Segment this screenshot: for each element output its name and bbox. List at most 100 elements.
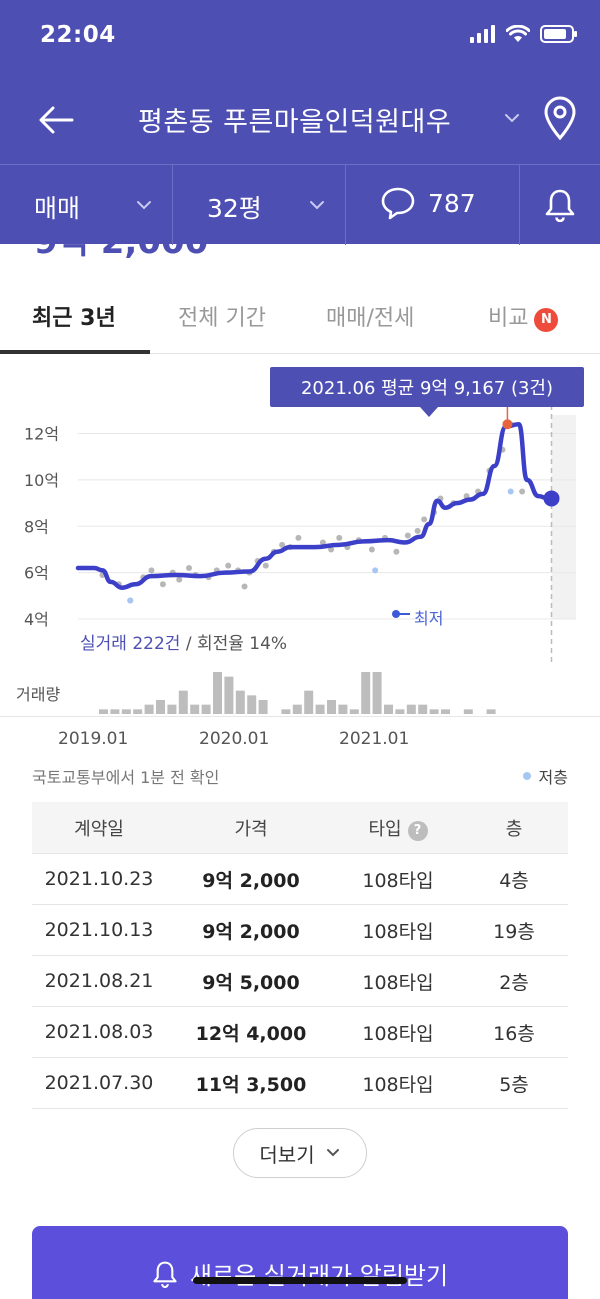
status-icons xyxy=(470,24,578,44)
volume-bar xyxy=(327,700,336,714)
row-floor: 5층 xyxy=(499,1073,529,1096)
price-tooltip: 2021.06 평균 9억 9,167 (3건) xyxy=(270,367,584,417)
volume-bar xyxy=(281,709,291,714)
back-button[interactable] xyxy=(34,98,78,142)
future-region xyxy=(551,415,576,619)
low-floor-point xyxy=(127,597,134,604)
tab-compare[interactable]: 비교 N xyxy=(488,300,559,332)
table-row[interactable]: 2021.08.03 12억 4,000 108타입 16층 xyxy=(32,1007,568,1058)
nav-bar: 평촌동 푸른마을인덕원대우 xyxy=(0,76,600,164)
table-row[interactable]: 2021.07.30 11억 3,500 108타입 5층 xyxy=(32,1058,568,1109)
y-tick-label: 6억 xyxy=(24,564,49,583)
volume-bar xyxy=(178,690,188,714)
trade-count[interactable]: 실거래 222건 xyxy=(80,634,181,654)
volume-label: 거래량 xyxy=(16,685,61,704)
row-price: 11억 3,500 xyxy=(195,1073,307,1096)
volume-bar xyxy=(349,709,359,714)
trade-point xyxy=(225,562,232,569)
trade-point xyxy=(368,546,375,553)
low-floor-legend-label: 저층 xyxy=(538,768,568,787)
x-tick-2020: 2020.01 xyxy=(199,729,270,749)
chevron-down-icon xyxy=(326,1149,339,1157)
peak-point xyxy=(502,419,513,430)
signal-icon xyxy=(470,25,495,43)
row-floor: 19층 xyxy=(493,920,535,943)
volume-bar xyxy=(486,709,496,714)
deal-type-select[interactable]: 매매 xyxy=(0,165,173,245)
trade-point xyxy=(176,576,183,583)
app-header: 22:04 평촌동 푸른마을 xyxy=(0,0,600,245)
table-row[interactable]: 2021.08.21 9억 5,000 108타입 2층 xyxy=(32,956,568,1007)
location-pin-icon[interactable] xyxy=(540,96,580,140)
row-price: 9억 2,000 xyxy=(202,869,300,892)
tooltip-text: 2021.06 평균 9억 9,167 (3건) xyxy=(300,378,554,399)
volume-bar xyxy=(361,672,371,714)
volume-bar xyxy=(99,709,108,714)
table-row[interactable]: 2021.10.13 9억 2,000 108타입 19층 xyxy=(32,905,568,956)
more-button[interactable]: 더보기 xyxy=(233,1128,367,1178)
tab-all-period[interactable]: 전체 기간 xyxy=(178,306,266,331)
volume-bar xyxy=(258,700,268,714)
row-date: 2021.07.30 xyxy=(44,1072,154,1094)
bell-icon xyxy=(153,1261,177,1288)
tooltip-arrow xyxy=(420,407,438,417)
chevron-down-icon[interactable] xyxy=(500,106,524,130)
chevron-down-icon xyxy=(310,201,324,210)
volume-bar xyxy=(372,672,382,714)
comments-button[interactable]: 787 xyxy=(346,165,520,245)
x-tick-2019: 2019.01 xyxy=(58,729,129,749)
tab-recent-3-years[interactable]: 최근 3년 xyxy=(32,306,116,331)
tab-sale-jeonse[interactable]: 매매/전세 xyxy=(326,306,415,331)
volume-bar xyxy=(167,704,177,714)
trade-point xyxy=(241,583,248,590)
volume-bar xyxy=(133,709,143,714)
y-tick-label: 8억 xyxy=(24,517,49,536)
header-date: 계약일 xyxy=(74,818,124,840)
new-badge: N xyxy=(534,308,559,332)
trade-alert-button[interactable]: 새로운 실거래가 알림받기 xyxy=(32,1226,568,1299)
status-time: 22:04 xyxy=(40,22,116,48)
period-tabs: 최근 3년 전체 기간 매매/전세 비교 N xyxy=(0,284,600,354)
wifi-icon xyxy=(506,25,530,42)
volume-bar xyxy=(235,690,245,714)
volume-bar xyxy=(463,709,473,714)
trade-point xyxy=(319,539,326,546)
deal-type-label: 매매 xyxy=(34,194,81,223)
trade-point xyxy=(414,527,421,534)
trade-point xyxy=(328,546,335,553)
volume-bar xyxy=(429,709,439,714)
complex-title[interactable]: 평촌동 푸른마을인덕원대우 xyxy=(138,107,452,138)
price-chart[interactable]: 12억 10억 8억 6억 4억 2021.06 평균 9억 9,167 (3건) 최저… xyxy=(0,355,600,715)
trade-point xyxy=(262,562,269,569)
table-header: 계약일 가격 타입? 층 xyxy=(32,802,568,854)
row-price: 9억 5,000 xyxy=(202,971,300,994)
trade-point xyxy=(186,565,193,571)
help-icon[interactable]: ? xyxy=(407,820,428,841)
y-tick-label: 12억 xyxy=(24,425,59,444)
notification-button[interactable] xyxy=(520,165,600,245)
home-indicator xyxy=(193,1277,407,1284)
row-floor: 4층 xyxy=(499,869,529,892)
header-type: 타입? xyxy=(336,815,460,841)
trade-point xyxy=(295,534,302,541)
volume-bar xyxy=(304,690,314,714)
volume-bar xyxy=(110,709,120,714)
trade-point xyxy=(159,581,166,588)
volume-bar xyxy=(247,695,257,714)
volume-bar xyxy=(224,676,234,714)
table-row[interactable]: 2021.10.23 9억 2,000 108타입 4층 xyxy=(32,854,568,905)
chevron-down-icon xyxy=(137,201,151,210)
volume-bar xyxy=(292,704,302,714)
size-select[interactable]: 32평 xyxy=(173,165,346,245)
volume-bar xyxy=(418,704,428,714)
header-floor: 층 xyxy=(505,818,523,840)
row-type: 108타입 xyxy=(362,1022,434,1045)
volume-bar xyxy=(384,704,393,714)
more-button-label: 더보기 xyxy=(259,1142,315,1167)
size-label: 32평 xyxy=(207,194,262,223)
volume-bar xyxy=(190,704,200,714)
bell-icon xyxy=(545,189,575,222)
source-note: 국토교통부에서 1분 전 확인 xyxy=(32,768,220,787)
row-type: 108타입 xyxy=(362,1073,434,1096)
row-floor: 2층 xyxy=(499,971,529,994)
